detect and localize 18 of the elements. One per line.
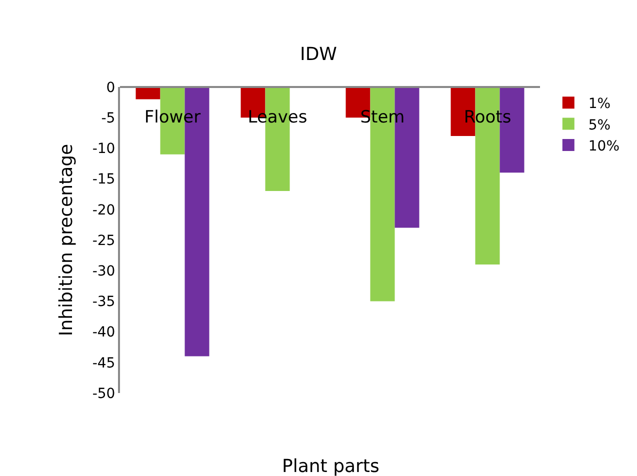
x-tick-label: Leaves [248,107,308,128]
legend-label: 1% [588,96,611,112]
y-tick-label: -15 [92,172,116,188]
y-tick-label: -25 [92,232,116,249]
y-tick-label: -10 [92,141,116,158]
chart-title: IDW [300,44,338,66]
y-tick-label: -5 [101,110,116,126]
y-tick-label: -40 [92,324,116,341]
y-tick-label: -50 [92,386,116,402]
y-tick-label: -35 [92,294,116,310]
legend-label: 10% [588,138,620,154]
legend-label: 5% [588,117,611,134]
y-tick-label: -20 [92,202,116,218]
y-tick-label: -30 [92,264,116,280]
y-tick-label: 0 [106,80,116,96]
y-tick-label: -45 [92,355,116,372]
x-axis-title: Plant parts [282,456,380,476]
y-axis-title: Inhibition precentage [56,144,78,336]
